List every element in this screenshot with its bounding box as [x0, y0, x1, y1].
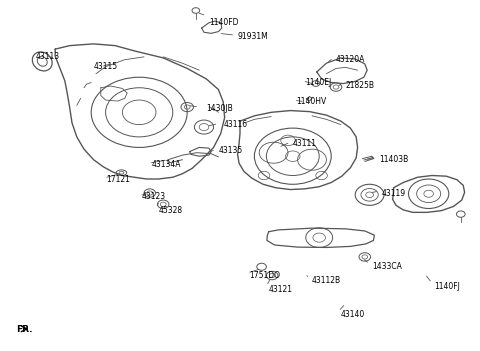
Text: 43120A: 43120A [336, 55, 365, 64]
Text: 1140EJ: 1140EJ [305, 78, 331, 87]
Text: 91931M: 91931M [238, 32, 268, 41]
Text: 43119: 43119 [382, 188, 406, 198]
Text: 45328: 45328 [158, 206, 182, 215]
Text: 17121: 17121 [107, 174, 131, 184]
Text: 1433CA: 1433CA [372, 262, 402, 271]
Text: 43123: 43123 [142, 192, 166, 201]
Text: 1140FD: 1140FD [209, 18, 238, 27]
Text: 1140HV: 1140HV [296, 97, 326, 106]
Text: 43121: 43121 [269, 285, 293, 294]
Text: 1140FJ: 1140FJ [434, 282, 460, 291]
Text: 43140: 43140 [341, 310, 365, 319]
Text: 1430JB: 1430JB [206, 104, 233, 113]
Text: 1751DO: 1751DO [250, 271, 281, 280]
Text: 43115: 43115 [94, 62, 118, 71]
Text: 43112B: 43112B [312, 276, 341, 285]
Text: 43134A: 43134A [151, 160, 180, 170]
Text: 11403B: 11403B [379, 155, 408, 164]
Text: 43111: 43111 [293, 139, 317, 148]
Text: 43116: 43116 [223, 120, 247, 129]
Text: 43113: 43113 [36, 52, 60, 61]
Text: 21825B: 21825B [346, 81, 374, 91]
Text: FR.: FR. [16, 325, 32, 335]
Text: 43135: 43135 [218, 146, 243, 155]
